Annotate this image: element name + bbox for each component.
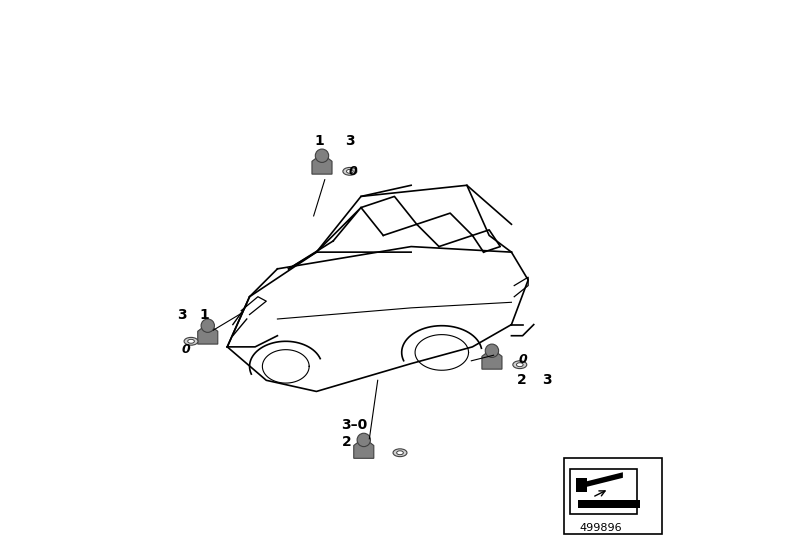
Ellipse shape	[513, 361, 526, 368]
Text: 1: 1	[314, 134, 324, 148]
Text: 2: 2	[517, 374, 526, 388]
Text: 3: 3	[542, 374, 552, 388]
Polygon shape	[575, 478, 586, 492]
Polygon shape	[312, 156, 332, 174]
Polygon shape	[482, 351, 502, 369]
Text: 0: 0	[518, 353, 527, 366]
Text: 3: 3	[177, 307, 186, 321]
Text: 0: 0	[181, 343, 190, 356]
Text: 2: 2	[342, 435, 351, 449]
Ellipse shape	[188, 339, 194, 343]
FancyBboxPatch shape	[570, 469, 637, 514]
Ellipse shape	[397, 451, 403, 455]
Ellipse shape	[343, 167, 357, 175]
Ellipse shape	[346, 169, 353, 173]
Polygon shape	[198, 326, 218, 344]
Polygon shape	[578, 472, 623, 489]
Ellipse shape	[393, 449, 407, 456]
Ellipse shape	[184, 337, 198, 345]
Circle shape	[315, 149, 329, 162]
Circle shape	[201, 319, 214, 333]
Text: 3: 3	[345, 134, 354, 148]
Polygon shape	[578, 500, 640, 508]
Ellipse shape	[517, 363, 523, 367]
Text: 0: 0	[348, 165, 357, 178]
Text: 3–0: 3–0	[342, 418, 368, 432]
Text: 1: 1	[199, 307, 209, 321]
Circle shape	[357, 433, 370, 447]
Circle shape	[486, 344, 498, 357]
Polygon shape	[354, 440, 374, 458]
Text: 499896: 499896	[579, 523, 622, 533]
